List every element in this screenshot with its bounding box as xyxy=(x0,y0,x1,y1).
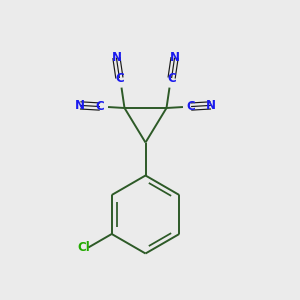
Text: C: C xyxy=(187,100,195,113)
Text: N: N xyxy=(111,51,122,64)
Text: C: C xyxy=(96,100,104,113)
Text: N: N xyxy=(75,99,85,112)
Text: Cl: Cl xyxy=(77,241,90,254)
Text: N: N xyxy=(169,51,180,64)
Text: N: N xyxy=(206,99,216,112)
Text: C: C xyxy=(115,71,124,85)
Text: C: C xyxy=(167,71,176,85)
